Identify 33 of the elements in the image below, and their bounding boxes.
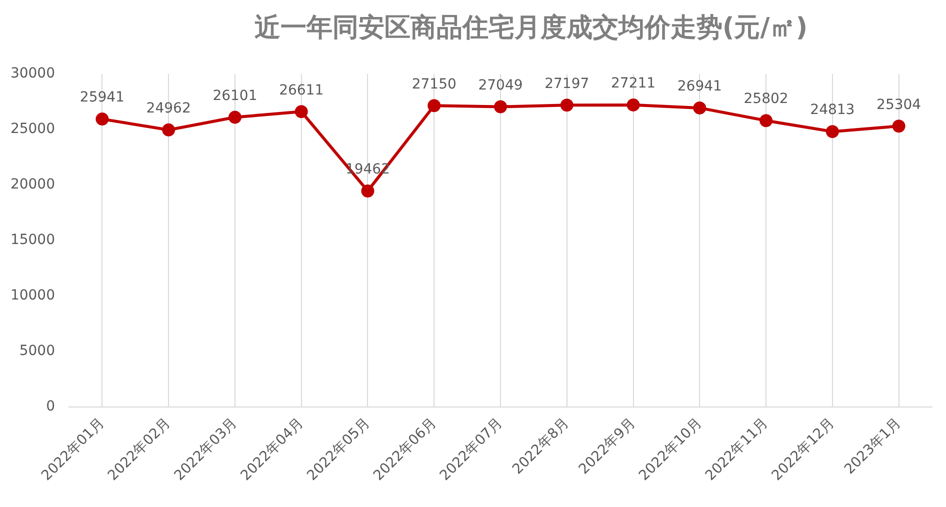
data-label: 25941 <box>80 90 124 106</box>
y-tick-label: 0 <box>46 398 55 415</box>
point <box>428 99 441 112</box>
data-label: 25802 <box>744 91 788 108</box>
point <box>892 120 906 133</box>
point <box>560 98 574 112</box>
point <box>494 100 507 114</box>
point <box>162 123 176 136</box>
data-label: 26941 <box>677 78 722 95</box>
point <box>826 125 839 138</box>
data-label: 27197 <box>544 76 590 92</box>
point <box>626 98 640 112</box>
data-label: 27150 <box>412 76 456 92</box>
y-tick-label: 25000 <box>10 121 55 138</box>
y-tick-label: 20000 <box>10 176 55 193</box>
y-tick-label: 10000 <box>10 288 55 304</box>
data-label: 24962 <box>146 100 191 117</box>
data-label: 24813 <box>810 102 855 118</box>
y-tick-label: 30000 <box>10 66 55 82</box>
y-tick-label: 15000 <box>10 232 55 248</box>
data-label: 27211 <box>610 76 656 92</box>
chart-title: 近一年同安区商品住宅月度成交均价走势(元/㎡) <box>253 12 809 45</box>
point <box>96 112 109 126</box>
point <box>693 101 706 114</box>
data-label: 26101 <box>212 88 258 104</box>
data-label: 25304 <box>876 96 922 113</box>
y-tick-label: 5000 <box>19 343 55 360</box>
data-label: 26611 <box>279 82 324 98</box>
point <box>361 184 374 198</box>
point <box>294 105 308 118</box>
data-label: 27049 <box>478 77 523 94</box>
point <box>228 110 242 124</box>
point <box>760 114 773 128</box>
